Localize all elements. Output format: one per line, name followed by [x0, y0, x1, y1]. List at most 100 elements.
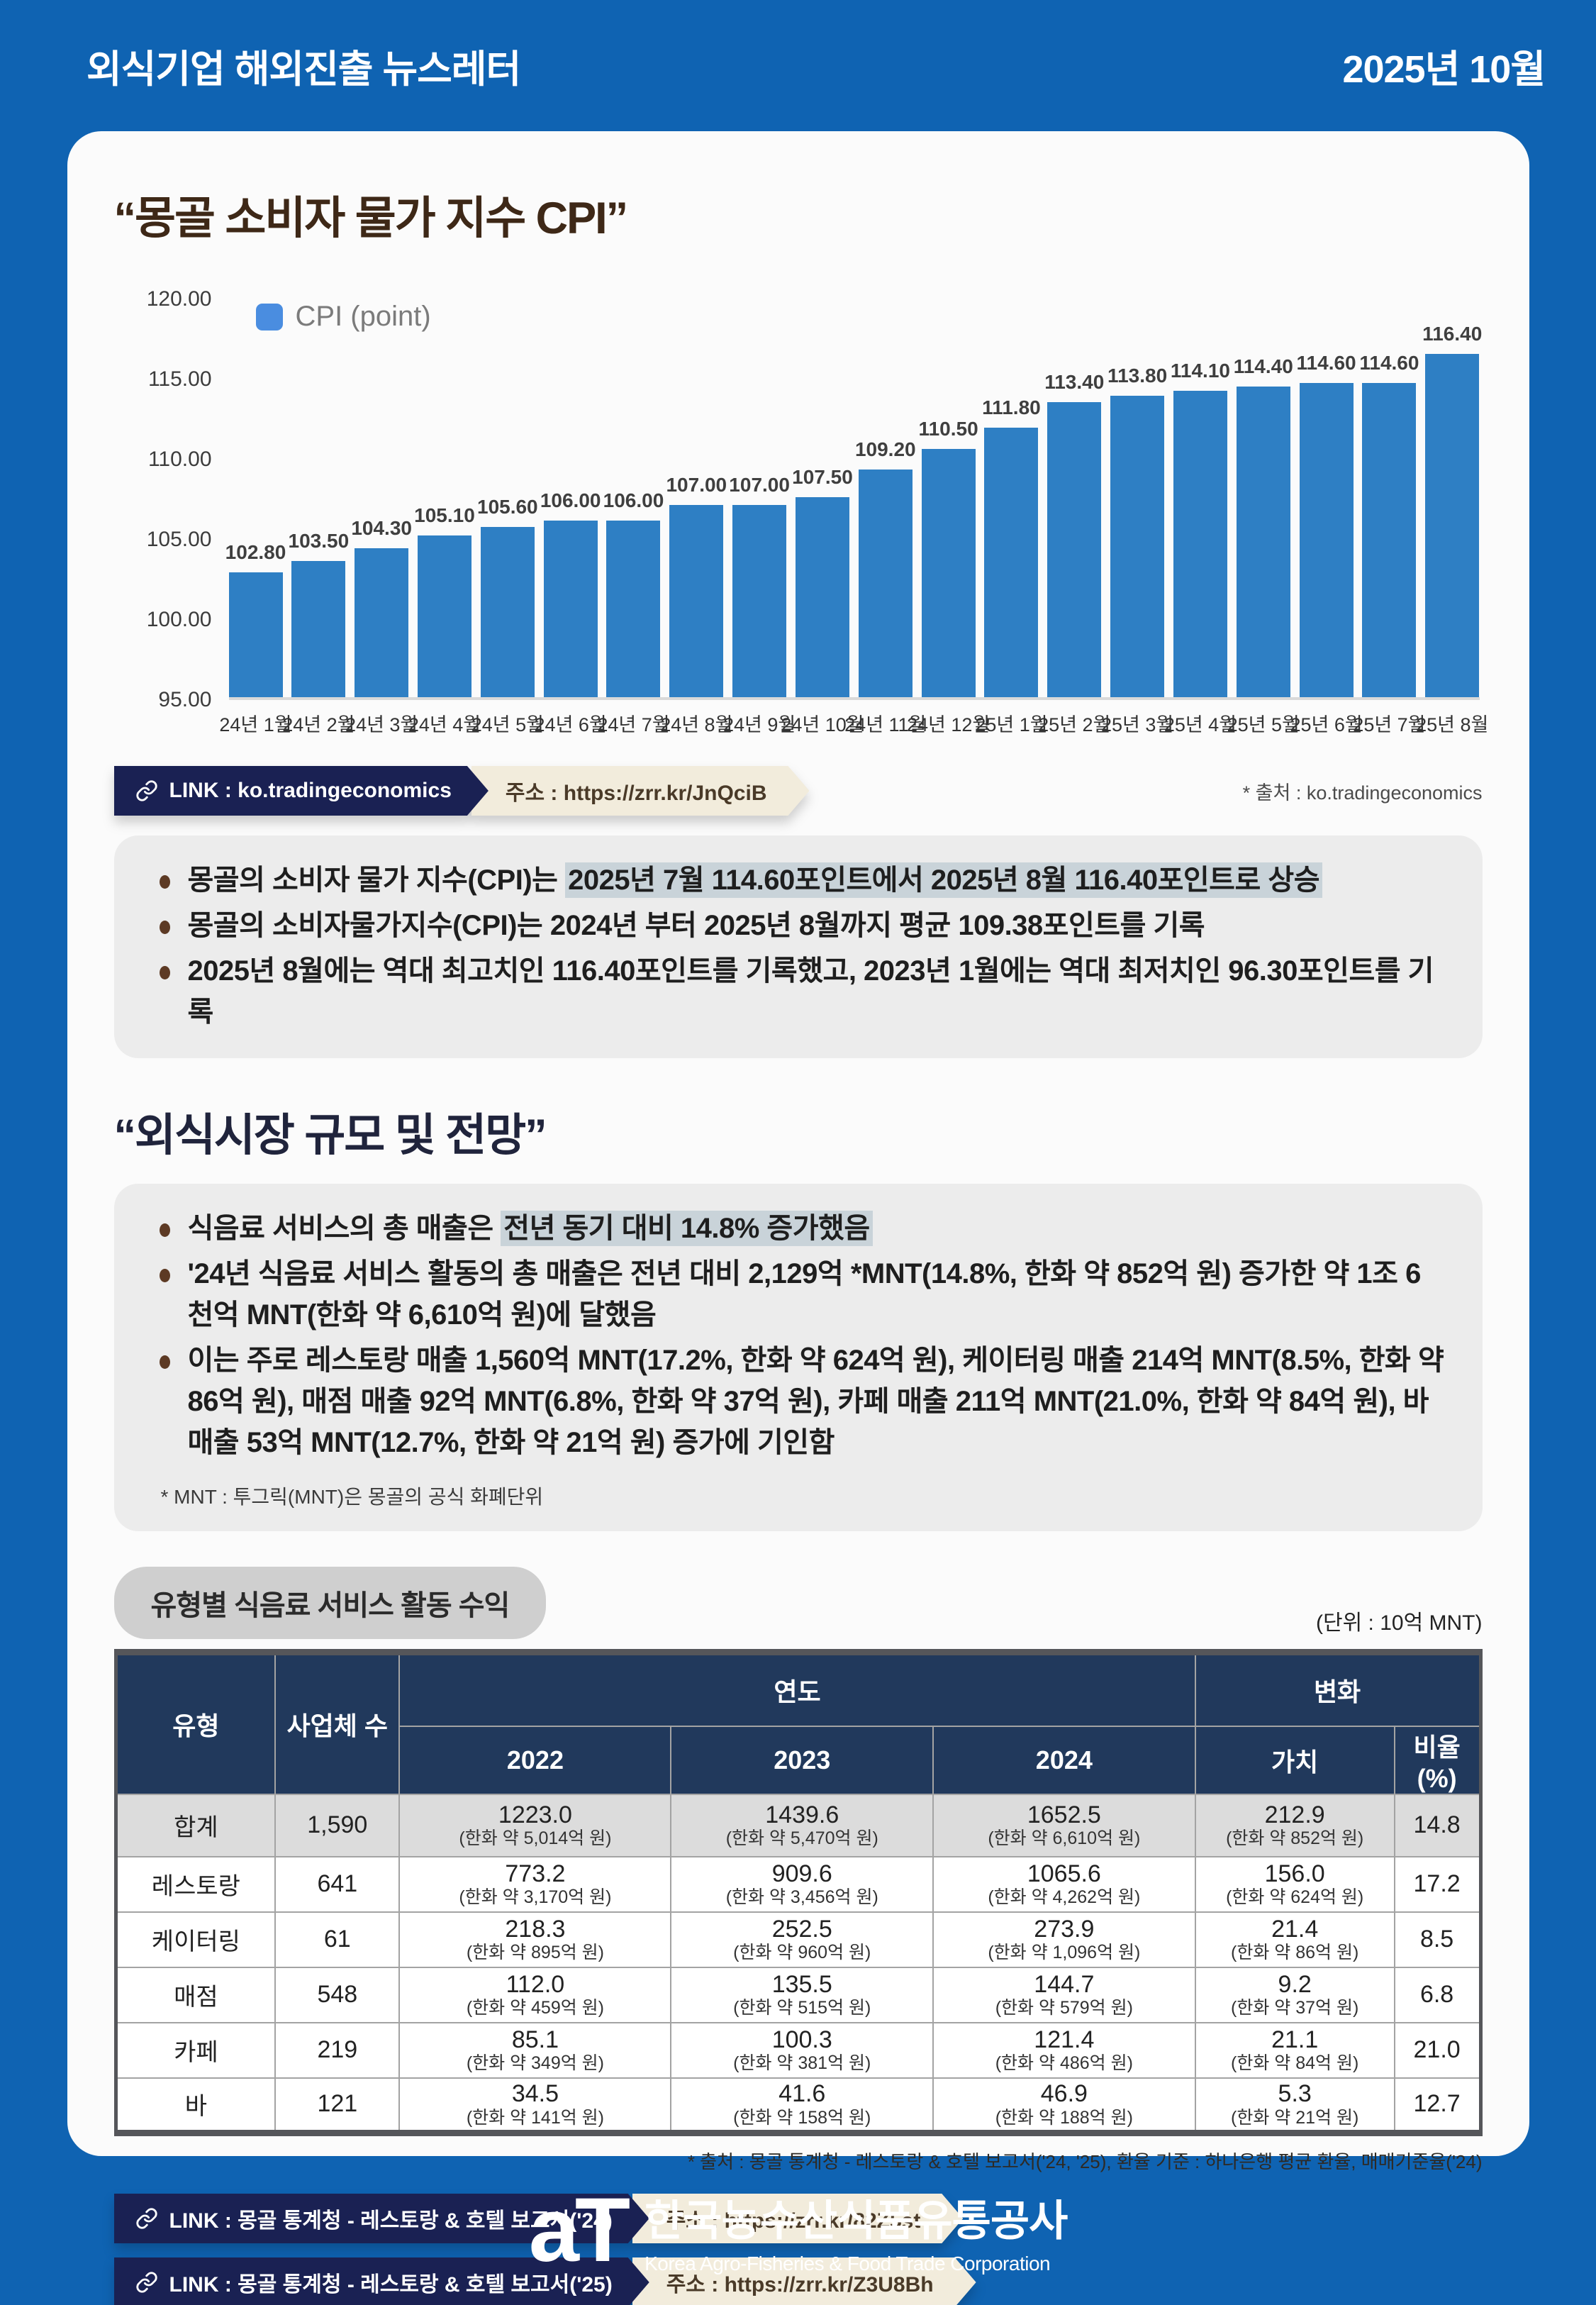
content-card: “몽골 소비자 물가 지수 CPI” CPI (point) 102.80 103… — [67, 131, 1529, 2156]
section2-title: “외식시장 규모 및 전망” — [113, 1111, 547, 1160]
link-label-badge[interactable]: LINK : 몽골 통계청 - 레스토랑 & 호텔 보고서('24) — [114, 2194, 649, 2243]
x-tick-label: 24년 3월 — [345, 714, 418, 735]
bar-slot: 114.40 — [1233, 299, 1293, 697]
bar-value-label: 105.60 — [476, 496, 538, 518]
bar-value-label: 102.80 — [225, 540, 286, 563]
bar-value-label: 107.00 — [666, 473, 727, 496]
link-url-badge[interactable]: 주소 : https://zrr.kr/82Z5st — [632, 2194, 964, 2243]
cpi-bar — [606, 521, 661, 697]
bar-value-label: 107.50 — [792, 465, 853, 488]
bar-value-label: 114.60 — [1296, 352, 1356, 374]
cpi-bar — [543, 521, 598, 697]
header-bar: 외식기업 해외진출 뉴스레터 2025년 10월 — [0, 0, 1596, 131]
bar-value-label: 116.40 — [1422, 323, 1483, 345]
report-source-link[interactable]: LINK : 몽골 통계청 - 레스토랑 & 호텔 보고서('24) 주소 : h… — [114, 2194, 964, 2243]
link-url: 주소 : https://zrr.kr/Z3U8Bh — [666, 2273, 934, 2296]
footer: aT 한국농수산식품유통공사 Korea Agro-Fisheries & Fo… — [0, 2156, 1596, 2305]
legend-label: CPI (point) — [295, 301, 431, 332]
link-label: LINK : ko.tradingeconomics — [169, 779, 452, 802]
x-tick-label: 24년 1월 — [219, 714, 292, 735]
bar-value-label: 110.50 — [918, 417, 978, 440]
x-tick-label: 24년 11월 — [844, 714, 927, 735]
cpi-bar — [732, 504, 787, 697]
bar-value-label: 103.50 — [288, 529, 350, 552]
chart-plot-area: 102.80 103.50 104.30 105.10 105.60 106.00 106.… — [225, 299, 1483, 700]
revenue-table: 유형 사업체 수 연도 변화 2022 2023 2024 가치 비율(%) 합… — [113, 1649, 1483, 2136]
x-tick-label: 24년 6월 — [534, 714, 607, 735]
link-label-badge[interactable]: LINK : 몽골 통계청 - 레스토랑 & 호텔 보고서('25) — [114, 2257, 649, 2305]
bar-value-label: 109.20 — [854, 438, 916, 461]
bar-slot: 111.80 — [982, 299, 1041, 697]
link-label-badge[interactable]: LINK : ko.tradingeconomics — [114, 766, 489, 816]
table-header-row-1: 유형 사업체 수 연도 변화 — [114, 1651, 1482, 1795]
chart-legend: CPI (point) — [255, 301, 431, 333]
bar-value-label: 107.00 — [729, 473, 790, 496]
chain-link-icon — [135, 779, 158, 802]
table-row: 매점 548 112.0 (한화 약 459억 원) 135.5 (한화 약 515억 원… — [114, 1966, 1482, 2023]
cpi-bar — [291, 560, 346, 697]
link-label: LINK : 몽골 통계청 - 레스토랑 & 호텔 보고서('24) — [169, 2209, 613, 2233]
bar-slot: 104.30 — [351, 299, 412, 697]
chain-link-icon — [135, 2207, 158, 2230]
col-header-year-group: 연도 — [398, 1651, 1196, 1727]
bullet-item: 이는 주로 레스토랑 매출 1,560억 MNT(17.2%, 한화 약 624… — [151, 1340, 1446, 1463]
x-tick-label: 24년 4월 — [408, 714, 481, 735]
newsletter-date: 2025년 10월 — [1342, 48, 1546, 91]
x-tick-label: 24년 12월 — [906, 714, 990, 735]
x-tick-label: 25년 2월 — [1038, 714, 1111, 735]
table-row: 레스토랑 641 773.2 (한화 약 3,170억 원) 909.6 (한화 약 3,… — [114, 1855, 1482, 1913]
table-row: 케이터링 61 218.3 (한화 약 895억 원) 252.5 (한화 약 960억 … — [114, 1911, 1482, 1968]
x-tick-label: 25년 8월 — [1416, 714, 1489, 735]
bullet-item: 식음료 서비스의 총 매출은 전년 동기 대비 14.8% 증가했음 — [151, 1208, 1446, 1249]
x-tick-label: 25년 5월 — [1227, 714, 1300, 735]
bar-slot: 113.80 — [1107, 299, 1167, 697]
newsletter-title: 외식기업 해외진출 뉴스레터 — [87, 48, 521, 91]
x-tick-label: 24년 5월 — [471, 714, 544, 735]
report-links: LINK : 몽골 통계청 - 레스토랑 & 호텔 보고서('24) 주소 : h… — [114, 2194, 1483, 2305]
table-title-badge: 유형별 식음료 서비스 활동 수익 — [113, 1567, 547, 1639]
y-tick-label: 120.00 — [146, 287, 212, 311]
bar-value-label: 106.00 — [603, 489, 664, 512]
at-logo: aT 한국농수산식품유통공사 Korea Agro-Fisheries & Fo… — [529, 2185, 1068, 2276]
table-unit-label: (단위 : 10억 MNT) — [1316, 1611, 1483, 1635]
y-tick-label: 110.00 — [147, 448, 212, 471]
link-url-badge[interactable]: 주소 : https://zrr.kr/Z3U8Bh — [632, 2257, 976, 2305]
x-tick-label: 24년 7월 — [597, 714, 670, 735]
bar-value-label: 114.10 — [1170, 360, 1230, 382]
bar-slot: 114.60 — [1296, 299, 1356, 697]
market-bullet-list: 식음료 서비스의 총 매출은 전년 동기 대비 14.8% 증가했음 '24년 식… — [151, 1208, 1446, 1463]
bullet-item: 몽골의 소비자물가지수(CPI)는 2024년 부터 2025년 8월까지 평균… — [151, 905, 1446, 946]
bar-value-label: 104.30 — [351, 516, 412, 539]
cpi-bar — [921, 448, 976, 697]
org-name-korean: 한국농수산식품유통공사 — [644, 2196, 1068, 2245]
cpi-bar — [795, 496, 849, 697]
bar-value-label: 111.80 — [982, 396, 1041, 419]
cpi-bar — [1110, 396, 1165, 697]
col-header-2023: 2023 — [670, 1725, 934, 1795]
cpi-bar — [480, 527, 535, 697]
x-tick-label: 24년 10월 — [781, 714, 864, 735]
bar-slot: 105.10 — [414, 299, 475, 697]
cpi-bar — [1425, 354, 1480, 697]
bar-value-label: 114.40 — [1233, 355, 1293, 377]
link-url: 주소 : https://zrr.kr/JnQciB — [505, 782, 767, 805]
bullet-item: 몽골의 소비자 물가 지수(CPI)는 2025년 7월 114.60포인트에서… — [151, 860, 1446, 901]
report-source-link[interactable]: LINK : 몽골 통계청 - 레스토랑 & 호텔 보고서('25) 주소 : h… — [114, 2257, 976, 2305]
bar-value-label: 113.40 — [1044, 371, 1105, 394]
bar-slot: 102.80 — [225, 299, 286, 697]
chain-link-icon — [135, 2271, 158, 2294]
bar-value-label: 105.10 — [414, 504, 475, 526]
link-url-badge[interactable]: 주소 : https://zrr.kr/JnQciB — [471, 766, 810, 816]
chart-source-link[interactable]: LINK : ko.tradingeconomics 주소 : https://… — [114, 766, 810, 816]
col-header-ratio: 비율(%) — [1393, 1725, 1482, 1795]
table-source-note: * 출처 : 몽골 통계청 - 레스토랑 & 호텔 보고서('24, '25),… — [687, 2151, 1483, 2172]
chart-link-row: LINK : ko.tradingeconomics 주소 : https://… — [114, 766, 1483, 816]
bar-slot: 113.40 — [1044, 299, 1105, 697]
x-tick-label: 25년 4월 — [1163, 714, 1237, 735]
y-tick-label: 95.00 — [158, 688, 212, 711]
x-tick-label: 25년 6월 — [1290, 714, 1363, 735]
bar-value-label: 106.00 — [540, 489, 601, 512]
org-name-english: Korea Agro-Fisheries & Food Trade Corpor… — [644, 2252, 1051, 2275]
table-row: 바 121 34.5 (한화 약 141억 원) 41.6 (한화 약 158억 원) 46… — [114, 2077, 1482, 2134]
